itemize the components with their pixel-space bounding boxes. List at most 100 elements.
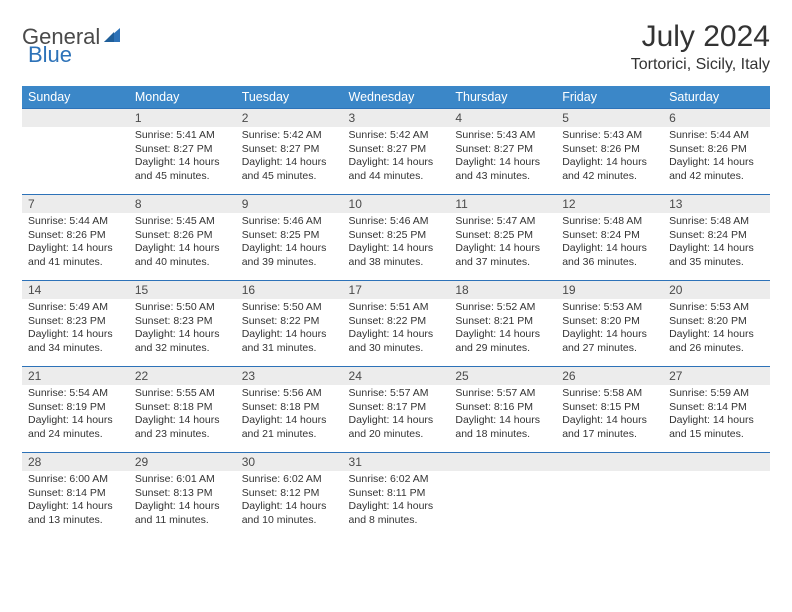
calendar-table: Sunday Monday Tuesday Wednesday Thursday… xyxy=(22,86,770,539)
weekday-header: Tuesday xyxy=(236,86,343,109)
day-details: Sunrise: 5:42 AMSunset: 8:27 PMDaylight:… xyxy=(343,127,450,188)
day-number: 28 xyxy=(22,453,129,471)
day-details: Sunrise: 6:01 AMSunset: 8:13 PMDaylight:… xyxy=(129,471,236,532)
day-number: 30 xyxy=(236,453,343,471)
day-number: 10 xyxy=(343,195,450,213)
day-details: Sunrise: 5:49 AMSunset: 8:23 PMDaylight:… xyxy=(22,299,129,360)
day-details: Sunrise: 5:48 AMSunset: 8:24 PMDaylight:… xyxy=(556,213,663,274)
calendar-day-cell: 29Sunrise: 6:01 AMSunset: 8:13 PMDayligh… xyxy=(129,453,236,539)
calendar-week-row: 14Sunrise: 5:49 AMSunset: 8:23 PMDayligh… xyxy=(22,281,770,367)
day-number: 21 xyxy=(22,367,129,385)
weekday-header: Saturday xyxy=(663,86,770,109)
day-details: Sunrise: 5:41 AMSunset: 8:27 PMDaylight:… xyxy=(129,127,236,188)
day-details: Sunrise: 5:51 AMSunset: 8:22 PMDaylight:… xyxy=(343,299,450,360)
weekday-header: Monday xyxy=(129,86,236,109)
calendar-day-cell: 2Sunrise: 5:42 AMSunset: 8:27 PMDaylight… xyxy=(236,109,343,195)
weekday-header: Thursday xyxy=(449,86,556,109)
day-number: 14 xyxy=(22,281,129,299)
day-number: 1 xyxy=(129,109,236,127)
day-details: Sunrise: 5:53 AMSunset: 8:20 PMDaylight:… xyxy=(556,299,663,360)
calendar-day-cell: 6Sunrise: 5:44 AMSunset: 8:26 PMDaylight… xyxy=(663,109,770,195)
calendar-day-cell: 23Sunrise: 5:56 AMSunset: 8:18 PMDayligh… xyxy=(236,367,343,453)
day-details: Sunrise: 5:50 AMSunset: 8:22 PMDaylight:… xyxy=(236,299,343,360)
calendar-day-cell: 12Sunrise: 5:48 AMSunset: 8:24 PMDayligh… xyxy=(556,195,663,281)
calendar-day-cell: 5Sunrise: 5:43 AMSunset: 8:26 PMDaylight… xyxy=(556,109,663,195)
calendar-day-cell: 20Sunrise: 5:53 AMSunset: 8:20 PMDayligh… xyxy=(663,281,770,367)
empty-day xyxy=(449,453,556,471)
day-details: Sunrise: 5:44 AMSunset: 8:26 PMDaylight:… xyxy=(22,213,129,274)
day-number: 17 xyxy=(343,281,450,299)
calendar-day-cell xyxy=(663,453,770,539)
day-details: Sunrise: 5:53 AMSunset: 8:20 PMDaylight:… xyxy=(663,299,770,360)
day-details: Sunrise: 5:54 AMSunset: 8:19 PMDaylight:… xyxy=(22,385,129,446)
calendar-week-row: 7Sunrise: 5:44 AMSunset: 8:26 PMDaylight… xyxy=(22,195,770,281)
day-details: Sunrise: 6:02 AMSunset: 8:12 PMDaylight:… xyxy=(236,471,343,532)
calendar-week-row: 28Sunrise: 6:00 AMSunset: 8:14 PMDayligh… xyxy=(22,453,770,539)
calendar-day-cell: 19Sunrise: 5:53 AMSunset: 8:20 PMDayligh… xyxy=(556,281,663,367)
calendar-day-cell: 28Sunrise: 6:00 AMSunset: 8:14 PMDayligh… xyxy=(22,453,129,539)
day-number: 11 xyxy=(449,195,556,213)
calendar-day-cell: 3Sunrise: 5:42 AMSunset: 8:27 PMDaylight… xyxy=(343,109,450,195)
empty-day xyxy=(556,453,663,471)
day-number: 22 xyxy=(129,367,236,385)
weekday-header: Friday xyxy=(556,86,663,109)
calendar-day-cell: 18Sunrise: 5:52 AMSunset: 8:21 PMDayligh… xyxy=(449,281,556,367)
empty-day xyxy=(22,109,129,127)
day-details: Sunrise: 5:43 AMSunset: 8:27 PMDaylight:… xyxy=(449,127,556,188)
day-number: 16 xyxy=(236,281,343,299)
day-number: 8 xyxy=(129,195,236,213)
day-number: 13 xyxy=(663,195,770,213)
calendar-day-cell: 11Sunrise: 5:47 AMSunset: 8:25 PMDayligh… xyxy=(449,195,556,281)
day-number: 9 xyxy=(236,195,343,213)
calendar-day-cell: 7Sunrise: 5:44 AMSunset: 8:26 PMDaylight… xyxy=(22,195,129,281)
day-number: 6 xyxy=(663,109,770,127)
calendar-day-cell: 8Sunrise: 5:45 AMSunset: 8:26 PMDaylight… xyxy=(129,195,236,281)
calendar-day-cell: 24Sunrise: 5:57 AMSunset: 8:17 PMDayligh… xyxy=(343,367,450,453)
day-details: Sunrise: 5:47 AMSunset: 8:25 PMDaylight:… xyxy=(449,213,556,274)
day-details: Sunrise: 5:45 AMSunset: 8:26 PMDaylight:… xyxy=(129,213,236,274)
day-details: Sunrise: 5:52 AMSunset: 8:21 PMDaylight:… xyxy=(449,299,556,360)
calendar-day-cell xyxy=(22,109,129,195)
logo-text-blue: Blue xyxy=(28,42,72,67)
day-details: Sunrise: 5:46 AMSunset: 8:25 PMDaylight:… xyxy=(236,213,343,274)
day-details: Sunrise: 5:58 AMSunset: 8:15 PMDaylight:… xyxy=(556,385,663,446)
calendar-week-row: 1Sunrise: 5:41 AMSunset: 8:27 PMDaylight… xyxy=(22,109,770,195)
calendar-day-cell: 13Sunrise: 5:48 AMSunset: 8:24 PMDayligh… xyxy=(663,195,770,281)
day-number: 15 xyxy=(129,281,236,299)
weekday-header-row: Sunday Monday Tuesday Wednesday Thursday… xyxy=(22,86,770,109)
calendar-day-cell: 30Sunrise: 6:02 AMSunset: 8:12 PMDayligh… xyxy=(236,453,343,539)
day-number: 5 xyxy=(556,109,663,127)
day-details: Sunrise: 5:42 AMSunset: 8:27 PMDaylight:… xyxy=(236,127,343,188)
day-number: 26 xyxy=(556,367,663,385)
day-number: 25 xyxy=(449,367,556,385)
calendar-week-row: 21Sunrise: 5:54 AMSunset: 8:19 PMDayligh… xyxy=(22,367,770,453)
day-number: 2 xyxy=(236,109,343,127)
day-number: 18 xyxy=(449,281,556,299)
location-text: Tortorici, Sicily, Italy xyxy=(631,56,770,74)
calendar-day-cell: 4Sunrise: 5:43 AMSunset: 8:27 PMDaylight… xyxy=(449,109,556,195)
calendar-day-cell: 10Sunrise: 5:46 AMSunset: 8:25 PMDayligh… xyxy=(343,195,450,281)
day-number: 4 xyxy=(449,109,556,127)
calendar-day-cell: 17Sunrise: 5:51 AMSunset: 8:22 PMDayligh… xyxy=(343,281,450,367)
page-title: July 2024 xyxy=(631,20,770,54)
calendar-day-cell: 22Sunrise: 5:55 AMSunset: 8:18 PMDayligh… xyxy=(129,367,236,453)
calendar-day-cell: 16Sunrise: 5:50 AMSunset: 8:22 PMDayligh… xyxy=(236,281,343,367)
weekday-header: Wednesday xyxy=(343,86,450,109)
day-details: Sunrise: 6:00 AMSunset: 8:14 PMDaylight:… xyxy=(22,471,129,532)
day-number: 12 xyxy=(556,195,663,213)
day-number: 23 xyxy=(236,367,343,385)
logo-sail-icon xyxy=(102,26,122,49)
calendar-day-cell xyxy=(449,453,556,539)
calendar-day-cell: 25Sunrise: 5:57 AMSunset: 8:16 PMDayligh… xyxy=(449,367,556,453)
day-details: Sunrise: 5:48 AMSunset: 8:24 PMDaylight:… xyxy=(663,213,770,274)
day-details: Sunrise: 6:02 AMSunset: 8:11 PMDaylight:… xyxy=(343,471,450,532)
calendar-day-cell: 27Sunrise: 5:59 AMSunset: 8:14 PMDayligh… xyxy=(663,367,770,453)
day-details: Sunrise: 5:46 AMSunset: 8:25 PMDaylight:… xyxy=(343,213,450,274)
calendar-day-cell: 14Sunrise: 5:49 AMSunset: 8:23 PMDayligh… xyxy=(22,281,129,367)
calendar-day-cell: 1Sunrise: 5:41 AMSunset: 8:27 PMDaylight… xyxy=(129,109,236,195)
calendar-day-cell: 21Sunrise: 5:54 AMSunset: 8:19 PMDayligh… xyxy=(22,367,129,453)
calendar-day-cell: 26Sunrise: 5:58 AMSunset: 8:15 PMDayligh… xyxy=(556,367,663,453)
day-number: 29 xyxy=(129,453,236,471)
calendar-day-cell: 9Sunrise: 5:46 AMSunset: 8:25 PMDaylight… xyxy=(236,195,343,281)
calendar-day-cell: 15Sunrise: 5:50 AMSunset: 8:23 PMDayligh… xyxy=(129,281,236,367)
